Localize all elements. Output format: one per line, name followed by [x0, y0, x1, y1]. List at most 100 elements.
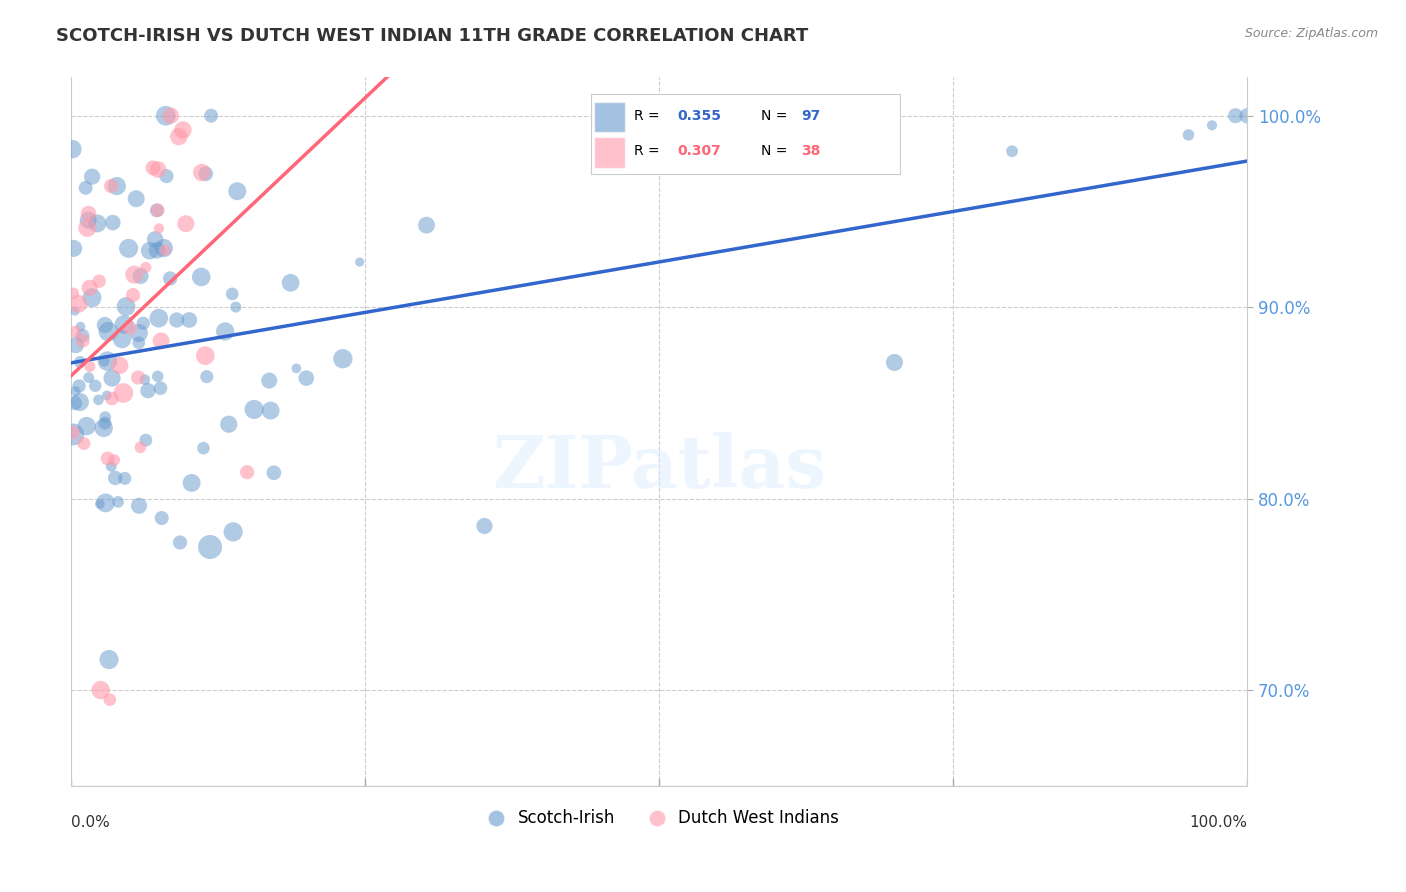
Point	[148, 221, 170, 235]
Point	[97, 451, 120, 466]
Point	[200, 109, 222, 123]
Point	[80, 291, 103, 305]
Point	[190, 269, 212, 284]
Point	[138, 244, 160, 258]
Point	[150, 334, 173, 348]
Point	[72, 334, 94, 348]
Point	[93, 421, 115, 435]
Point	[72, 328, 94, 343]
Point	[128, 499, 150, 513]
Point	[222, 524, 245, 539]
Bar	[593, 102, 624, 132]
Point	[236, 465, 259, 479]
Point	[104, 471, 127, 485]
Point	[257, 374, 280, 388]
Text: 0.307: 0.307	[678, 145, 721, 159]
Point	[883, 355, 905, 369]
Text: 38: 38	[801, 145, 820, 159]
Point	[1177, 128, 1199, 142]
Point	[194, 167, 217, 181]
Point	[103, 453, 125, 467]
Text: N =: N =	[761, 145, 792, 159]
Point	[295, 371, 318, 385]
Point	[349, 255, 371, 269]
Point	[100, 179, 122, 194]
Point	[415, 218, 437, 232]
Point	[136, 384, 159, 398]
Point	[62, 242, 84, 256]
Point	[214, 325, 236, 339]
Point	[332, 351, 354, 366]
Point	[96, 354, 118, 368]
Point	[89, 497, 111, 511]
Point	[174, 217, 197, 231]
Point	[107, 495, 129, 509]
Point	[65, 338, 87, 352]
Point	[112, 318, 135, 332]
Point	[243, 402, 266, 417]
Point	[127, 370, 149, 384]
Point	[180, 475, 202, 490]
Point	[129, 269, 152, 284]
Text: ZIPatlas: ZIPatlas	[492, 432, 827, 502]
Point	[76, 419, 98, 434]
Point	[93, 354, 115, 368]
Text: N =: N =	[761, 109, 792, 123]
Point	[75, 181, 97, 195]
Point	[98, 692, 121, 706]
Point	[128, 326, 150, 340]
Point	[62, 427, 84, 442]
Point	[65, 384, 87, 399]
Bar	[593, 137, 624, 168]
Point	[1225, 109, 1247, 123]
Point	[280, 276, 302, 290]
Point	[221, 287, 243, 301]
Point	[142, 161, 165, 175]
Point	[1236, 109, 1258, 123]
Point	[132, 316, 155, 330]
Point	[82, 169, 104, 184]
Text: 0.355: 0.355	[678, 109, 721, 123]
Point	[146, 369, 169, 384]
Point	[77, 206, 100, 220]
Point	[225, 300, 247, 314]
Point	[122, 288, 145, 302]
Point	[98, 652, 121, 666]
Point	[1201, 118, 1223, 132]
Point	[67, 379, 90, 393]
Point	[159, 109, 181, 123]
Point	[166, 313, 188, 327]
Point	[62, 142, 84, 156]
Point	[260, 403, 283, 417]
Point	[153, 241, 176, 255]
Point	[263, 466, 285, 480]
Point	[150, 511, 173, 525]
Point	[77, 213, 100, 227]
Point	[143, 232, 166, 246]
Point	[128, 335, 150, 350]
Text: Source: ZipAtlas.com: Source: ZipAtlas.com	[1244, 27, 1378, 40]
Point	[191, 165, 214, 179]
Point	[218, 417, 240, 432]
Point	[193, 441, 215, 455]
Point	[146, 244, 169, 258]
Text: SCOTCH-IRISH VS DUTCH WEST INDIAN 11TH GRADE CORRELATION CHART: SCOTCH-IRISH VS DUTCH WEST INDIAN 11TH G…	[56, 27, 808, 45]
Point	[149, 381, 172, 395]
Point	[65, 325, 87, 339]
Point	[146, 203, 169, 218]
Point	[124, 268, 146, 282]
Text: R =: R =	[634, 109, 664, 123]
Point	[101, 216, 124, 230]
Point	[226, 184, 249, 198]
Point	[90, 683, 112, 698]
Point	[67, 297, 90, 311]
Point	[198, 540, 221, 554]
Point	[195, 369, 218, 384]
Point	[79, 359, 101, 374]
Point	[108, 359, 131, 373]
Point	[148, 311, 170, 326]
Point	[87, 392, 110, 407]
Point	[111, 332, 134, 346]
Point	[155, 244, 177, 258]
Point	[117, 241, 139, 255]
